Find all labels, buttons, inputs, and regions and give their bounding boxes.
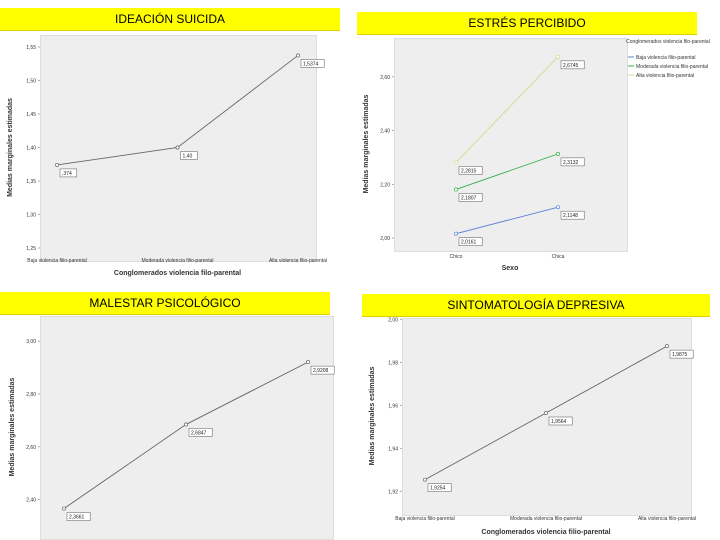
data-point xyxy=(423,477,427,482)
data-point xyxy=(556,205,560,210)
chart-title-estres: ESTRÉS PERCIBIDO xyxy=(357,12,697,35)
data-label-box xyxy=(188,428,213,437)
x-axis-title: Conglomerados violencia filio-parental xyxy=(481,529,610,536)
data-point xyxy=(175,145,180,150)
y-tick-label: 1,96 xyxy=(388,403,398,409)
y-tick-label: 2,20 xyxy=(380,182,390,188)
chart-title-malestar: MALESTAR PSICOLÓGICO xyxy=(0,292,330,315)
data-label-box xyxy=(300,59,325,68)
data-label: 2,2815 xyxy=(461,168,477,174)
legend-entry: Alta violencia filio-parental xyxy=(636,73,694,79)
plot-area-depresiva xyxy=(402,318,692,516)
data-point xyxy=(556,151,560,156)
data-label-box xyxy=(560,60,585,70)
data-point xyxy=(296,53,300,58)
data-label-box xyxy=(458,237,483,246)
data-label-box xyxy=(458,166,483,175)
x-tick-label: Alta violencia filio-parental xyxy=(638,516,696,522)
legend-entry: Moderada violencia filio-parental xyxy=(636,64,708,70)
y-tick-label: 1,30 xyxy=(26,213,36,219)
data-label-box xyxy=(310,365,335,375)
data-label-box xyxy=(66,512,91,521)
data-label: 2,1807 xyxy=(461,195,477,201)
y-tick-label: 2,00 xyxy=(380,236,390,242)
series-line-1 xyxy=(455,206,559,235)
data-label: 2,9208 xyxy=(313,368,329,374)
data-point xyxy=(454,231,458,236)
y-tick-label: 1,94 xyxy=(388,446,398,452)
data-label: 1,9875 xyxy=(672,352,688,358)
y-tick-label: 2,80 xyxy=(26,392,36,398)
y-axis-title: Medias marginales estimadas xyxy=(7,98,14,197)
x-tick-label: Baja violencia filio-parental xyxy=(27,258,86,264)
data-point xyxy=(55,162,59,167)
series-line-2 xyxy=(455,153,559,190)
x-tick-label: Moderada violencia filio-parental xyxy=(510,516,582,522)
plot-area-malestar xyxy=(40,316,334,540)
data-label: 2,6745 xyxy=(563,63,579,69)
y-tick-label: 1,92 xyxy=(388,489,398,495)
x-tick-label: Alta violencia filio-parental xyxy=(269,258,327,264)
y-tick-label: 1,40 xyxy=(26,146,36,152)
y-tick-label: 2,60 xyxy=(380,75,390,81)
x-tick-label: Chica xyxy=(552,254,565,260)
y-tick-label: 2,40 xyxy=(26,498,36,504)
data-label: 1,40 xyxy=(183,154,193,160)
y-tick-label: 1,45 xyxy=(26,112,36,118)
y-axis-title: Medias marginales estimadas xyxy=(363,94,370,193)
data-label-box xyxy=(669,349,694,359)
y-axis-title: Medias marginales estimadas xyxy=(9,377,16,476)
data-label-box xyxy=(427,483,452,492)
data-label-box xyxy=(548,416,573,426)
data-label-box xyxy=(180,151,198,160)
x-axis-title: Conglomerados violencia filo-parental xyxy=(114,270,241,277)
legend-entry: Baja violencia filio-parental xyxy=(636,55,695,61)
data-point xyxy=(454,187,458,192)
y-tick-label: 3,00 xyxy=(26,339,36,345)
data-point xyxy=(665,344,669,349)
data-label: 1,9564 xyxy=(551,419,567,425)
data-point xyxy=(306,360,310,365)
plot-area-estres xyxy=(394,38,628,252)
data-label-box xyxy=(59,168,78,178)
data-point xyxy=(184,422,188,427)
data-label-box xyxy=(560,210,585,220)
y-tick-label: 1,50 xyxy=(26,79,36,85)
data-point xyxy=(544,411,548,415)
data-label: 1,5374 xyxy=(303,61,319,67)
y-tick-label: 2,00 xyxy=(388,317,398,323)
data-point xyxy=(454,160,458,165)
series-line-3 xyxy=(455,56,559,163)
data-label: ,374 xyxy=(62,171,72,177)
data-label-box xyxy=(560,157,585,167)
x-tick-label: Chico xyxy=(450,254,463,260)
data-label: 2,1148 xyxy=(563,213,578,219)
y-tick-label: 2,60 xyxy=(26,445,36,451)
x-tick-label: Baja violencia filio-parental xyxy=(395,516,454,522)
data-label: 2,0161 xyxy=(461,240,477,246)
y-tick-label: 1,25 xyxy=(26,246,36,252)
chart-title-ideacion: IDEACIÓN SUICIDA xyxy=(0,8,340,31)
x-axis-title: Sexo xyxy=(502,265,519,272)
data-label: 2,3132 xyxy=(563,160,579,166)
legend-title: Conglomerados violencia filo-parental xyxy=(626,39,710,45)
x-tick-label: Moderada violencia filio-parental xyxy=(142,258,214,264)
data-label-box xyxy=(458,193,483,202)
y-tick-label: 1,55 xyxy=(26,45,36,51)
data-label: 2,3661 xyxy=(69,515,85,521)
y-axis-title: Medias marginales estimadas xyxy=(369,366,376,465)
data-label: 2,6847 xyxy=(191,430,207,436)
data-point xyxy=(62,506,66,511)
data-label: 1,9254 xyxy=(430,486,446,492)
y-tick-label: 2,40 xyxy=(380,129,390,135)
data-point xyxy=(556,54,560,59)
y-tick-label: 1,35 xyxy=(26,179,36,185)
y-tick-label: 1,98 xyxy=(388,360,398,366)
chart-title-depresiva: SINTOMATOLOGÍA DEPRESIVA xyxy=(362,294,710,317)
